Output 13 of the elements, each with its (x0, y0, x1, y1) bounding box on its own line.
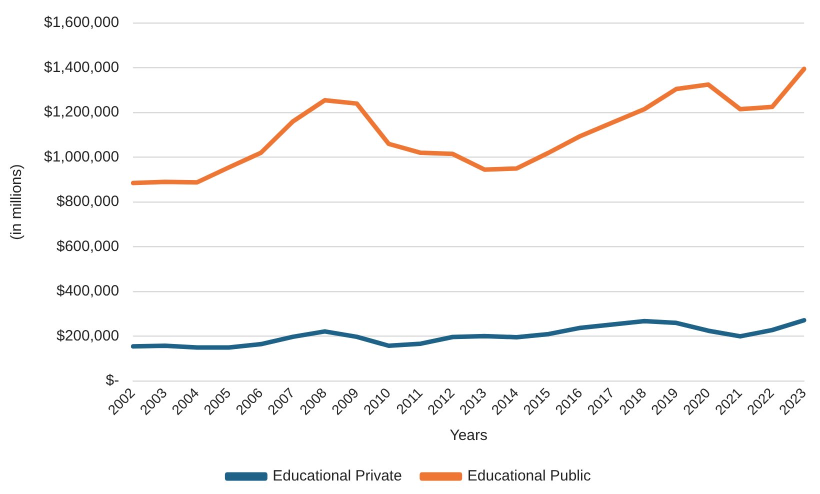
y-axis-title: (in millions) (8, 164, 26, 240)
y-tick-label: $- (106, 372, 120, 390)
y-tick-label: $1,400,000 (44, 58, 120, 76)
y-tick-label: $1,600,000 (44, 14, 120, 32)
legend-label: Educational Private (272, 468, 402, 485)
y-tick-label: $400,000 (56, 282, 120, 300)
y-tick-label: $800,000 (56, 193, 120, 210)
y-tick-label: $600,000 (56, 238, 120, 255)
y-tick-label: $1,000,000 (44, 148, 120, 166)
legend-label: Educational Public (467, 468, 592, 485)
y-tick-label: $1,200,000 (44, 104, 120, 121)
y-tick-label: $200,000 (56, 327, 120, 344)
x-axis-title: Years (450, 427, 488, 444)
